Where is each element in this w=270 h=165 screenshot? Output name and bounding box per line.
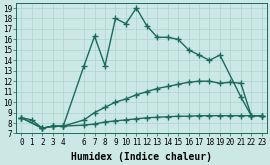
X-axis label: Humidex (Indice chaleur): Humidex (Indice chaleur) [71,152,212,162]
